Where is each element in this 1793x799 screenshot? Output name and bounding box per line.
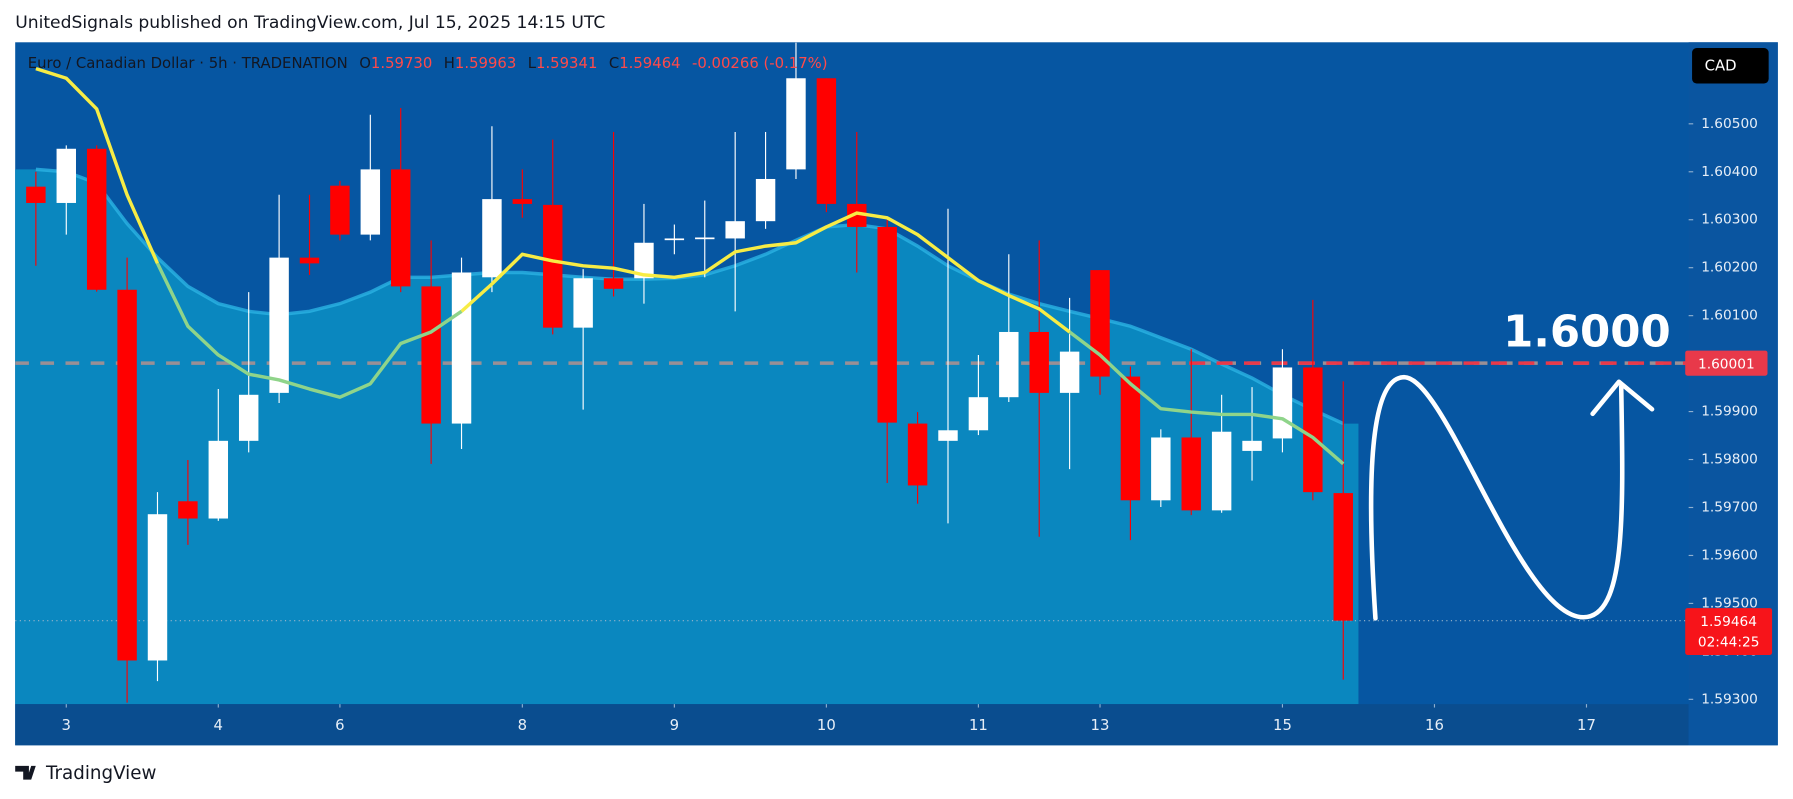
candle-body [786, 78, 806, 170]
candle-body [1181, 437, 1201, 511]
candle-body [178, 501, 198, 519]
candle-body [543, 204, 563, 328]
candle-body [999, 331, 1019, 398]
legend-part: 1.59464 [619, 54, 680, 72]
candle-body [1272, 367, 1293, 439]
candle-body [603, 278, 624, 289]
legend-part: 1.59341 [536, 54, 597, 72]
logo-mark [15, 765, 36, 780]
candle-body [26, 186, 46, 203]
candle-body [147, 514, 168, 661]
legend-part: 1.59730 [371, 54, 432, 72]
legend-part: C [609, 54, 619, 72]
footer: TradingView [45, 763, 156, 784]
legend-part: -0.00266 (-0.17%) [692, 54, 828, 72]
y-tick-label: 1.59800 [1701, 452, 1758, 468]
candle-body [1242, 440, 1262, 451]
candle-body [208, 440, 229, 519]
drawn-arrow [1590, 379, 1655, 417]
candle-body [1303, 367, 1323, 493]
candle-body [634, 242, 654, 279]
header: UnitedSignals published on TradingView.c… [15, 13, 605, 33]
last-price-label: 1.59464 [1700, 614, 1757, 630]
candle-body [269, 257, 289, 393]
candle-body [725, 221, 745, 239]
x-tick-label: 11 [969, 716, 988, 734]
legend-part: O [359, 54, 371, 72]
x-axis-strip [15, 704, 1689, 746]
candle-body [938, 430, 958, 441]
x-tick-label: 16 [1425, 716, 1444, 734]
legend: Euro / Canadian Dollar · 5h · TRADENATIO… [28, 54, 828, 72]
x-tick-label: 15 [1273, 716, 1292, 734]
candle-body [512, 199, 533, 204]
candle-body [360, 169, 381, 235]
countdown: 02:44:25 [1698, 634, 1760, 650]
x-tick-label: 8 [518, 716, 527, 734]
legend-part: 1.59963 [455, 54, 516, 72]
y-tick-label: 1.60400 [1701, 164, 1758, 180]
footer-logo [15, 765, 36, 780]
candle-body [56, 148, 76, 203]
plot-area: 1.6000 [15, 42, 1689, 705]
candle-body [482, 199, 502, 278]
candle-body [1333, 493, 1353, 621]
price-line-label: 1.60001 [1698, 356, 1755, 372]
drawn-curve [1368, 374, 1625, 621]
y-tick-label: 1.59600 [1701, 547, 1758, 563]
legend-part: Euro / Canadian Dollar · 5h · TRADENATIO… [28, 54, 348, 72]
x-tick-label: 9 [670, 716, 679, 734]
candle-body [1059, 351, 1080, 393]
x-tick-label: 3 [62, 716, 71, 734]
candle-body [451, 272, 472, 424]
plot: 1.6000 [15, 42, 1689, 705]
candle-body [695, 237, 715, 240]
candle-body [664, 238, 685, 241]
candle-body [1029, 331, 1049, 393]
candle-body [968, 397, 989, 431]
ma-line [155, 262, 1345, 466]
currency-label: CAD [1705, 56, 1737, 74]
candle-body [877, 226, 897, 423]
candle-body [117, 289, 137, 661]
candle-body [238, 394, 259, 441]
candle-body [86, 148, 107, 290]
currency-button[interactable] [1692, 48, 1769, 84]
y-tick-label: 1.59900 [1701, 404, 1758, 420]
ma-line [35, 67, 1071, 334]
legend-part: L [528, 54, 537, 72]
legend-part: H [444, 54, 455, 72]
y-tick-label: 1.59500 [1701, 595, 1758, 611]
candle-body [573, 278, 593, 328]
candle-body [907, 423, 928, 486]
x-tick-label: 6 [335, 716, 344, 734]
y-tick-label: 1.60100 [1701, 308, 1758, 324]
last-price-tag [1685, 608, 1773, 655]
candle-body [299, 257, 320, 264]
x-tick-label: 10 [817, 716, 836, 734]
candle-body [1151, 437, 1171, 501]
y-tick-label: 1.60500 [1701, 116, 1758, 132]
candle-body [1211, 431, 1232, 511]
candle-body [755, 178, 776, 222]
annotation: 1.6000 [1503, 307, 1671, 357]
candle-body [391, 169, 411, 287]
y-tick-label: 1.59700 [1701, 499, 1758, 515]
candle-body [1120, 376, 1141, 501]
candle-body [421, 286, 441, 424]
x-tick-label: 13 [1091, 716, 1110, 734]
candle-body [330, 185, 350, 235]
x-tick-label: 17 [1577, 716, 1596, 734]
price-line-tag [1685, 350, 1768, 376]
candle-body [816, 78, 837, 204]
y-tick-label: 1.59300 [1701, 691, 1758, 707]
y-tick-label: 1.60300 [1701, 212, 1758, 228]
y-tick-label: 1.60200 [1701, 260, 1758, 276]
candle-body [847, 203, 867, 227]
x-tick-label: 4 [214, 716, 223, 734]
